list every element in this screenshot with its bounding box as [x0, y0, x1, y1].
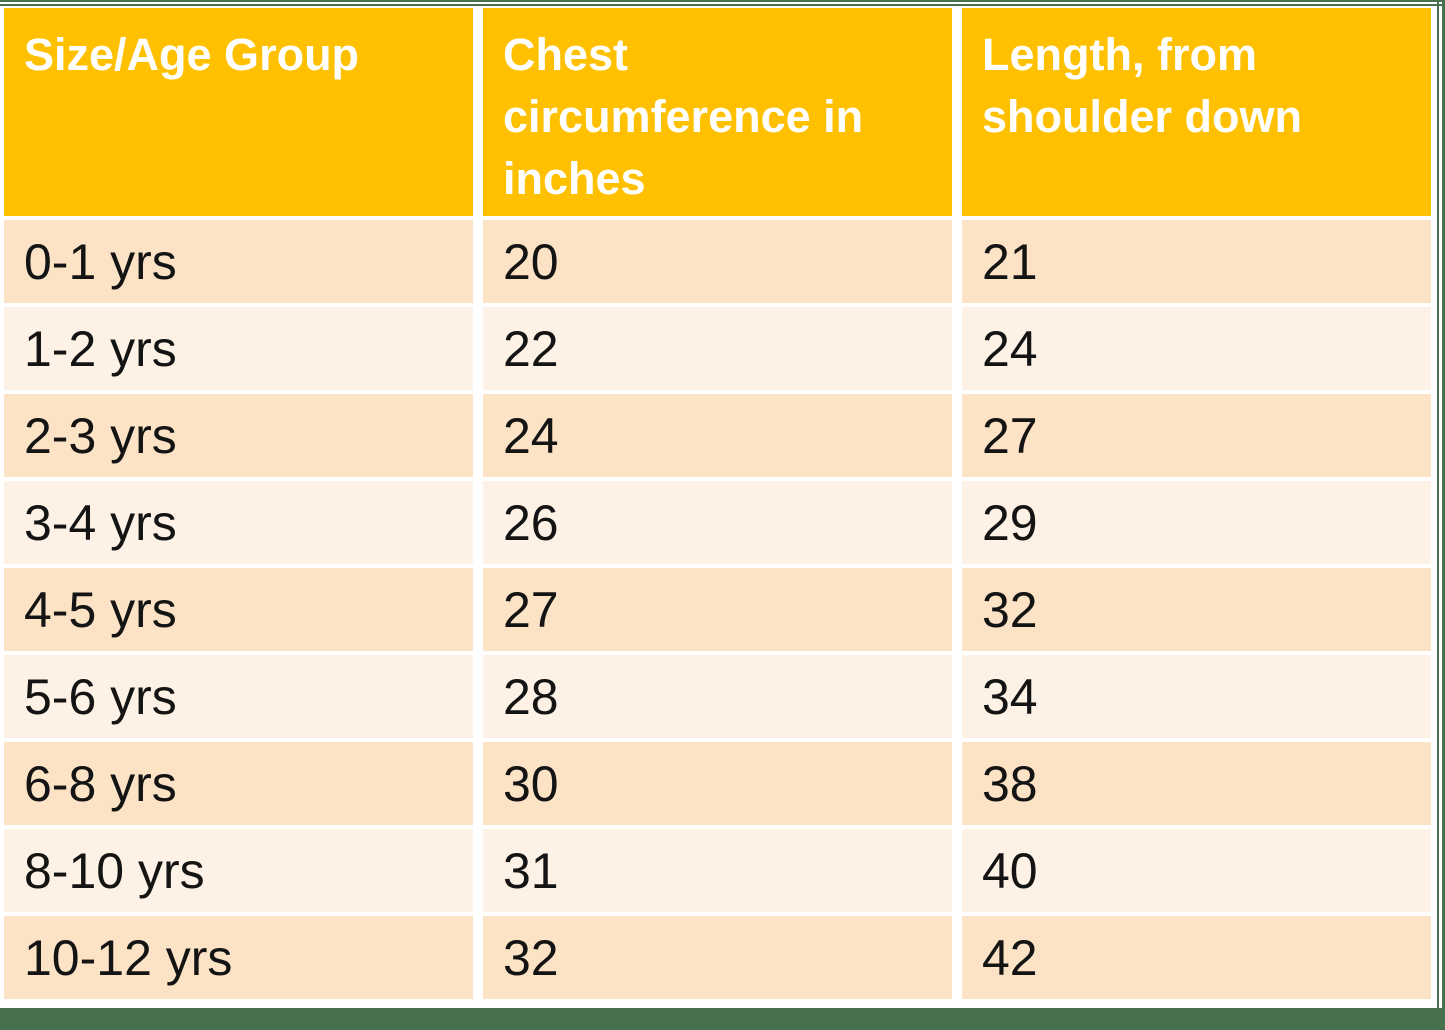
chest-circumference-cell: 32: [483, 916, 952, 999]
table-row: 6-8 yrs 30 38: [4, 742, 1431, 825]
chest-circumference-cell: 24: [483, 394, 952, 477]
length-cell: 29: [962, 481, 1431, 564]
chest-circumference-cell: 26: [483, 481, 952, 564]
age-group-cell: 3-4 yrs: [4, 481, 473, 564]
age-group-cell: 8-10 yrs: [4, 829, 473, 912]
table-row: 10-12 yrs 32 42: [4, 916, 1431, 999]
table-row: 3-4 yrs 26 29: [4, 481, 1431, 564]
length-cell: 27: [962, 394, 1431, 477]
top-border-line-outer: [0, 0, 1445, 2]
chest-circumference-cell: 30: [483, 742, 952, 825]
age-group-cell: 1-2 yrs: [4, 307, 473, 390]
chest-circumference-cell: 28: [483, 655, 952, 738]
age-group-cell: 2-3 yrs: [4, 394, 473, 477]
right-border-line-inner: [1437, 0, 1439, 1030]
top-border-line-inner: [0, 4, 1445, 6]
table-row: 2-3 yrs 24 27: [4, 394, 1431, 477]
size-chart-table: Size/Age Group Chest circumference in in…: [4, 8, 1431, 1003]
header-cell-size-age-group: Size/Age Group: [4, 8, 473, 216]
age-group-cell: 6-8 yrs: [4, 742, 473, 825]
table-row: 0-1 yrs 20 21: [4, 220, 1431, 303]
length-cell: 38: [962, 742, 1431, 825]
length-cell: 34: [962, 655, 1431, 738]
length-cell: 42: [962, 916, 1431, 999]
table-row: 4-5 yrs 27 32: [4, 568, 1431, 651]
length-cell: 24: [962, 307, 1431, 390]
age-group-cell: 5-6 yrs: [4, 655, 473, 738]
header-cell-length-from-shoulder: Length, from shoulder down: [962, 8, 1431, 216]
header-cell-chest-circumference: Chest circumference in inches: [483, 8, 952, 216]
length-cell: 40: [962, 829, 1431, 912]
age-group-cell: 4-5 yrs: [4, 568, 473, 651]
bottom-border-bar: [0, 1008, 1445, 1030]
chest-circumference-cell: 22: [483, 307, 952, 390]
chest-circumference-cell: 31: [483, 829, 952, 912]
length-cell: 21: [962, 220, 1431, 303]
length-cell: 32: [962, 568, 1431, 651]
table-row: 8-10 yrs 31 40: [4, 829, 1431, 912]
table-header-row: Size/Age Group Chest circumference in in…: [4, 8, 1431, 216]
table-body: 0-1 yrs 20 21 1-2 yrs 22 24 2-3 yrs 24 2…: [4, 220, 1431, 999]
age-group-cell: 10-12 yrs: [4, 916, 473, 999]
age-group-cell: 0-1 yrs: [4, 220, 473, 303]
chest-circumference-cell: 27: [483, 568, 952, 651]
table-row: 1-2 yrs 22 24: [4, 307, 1431, 390]
right-border-line-outer: [1442, 0, 1445, 1030]
table-row: 5-6 yrs 28 34: [4, 655, 1431, 738]
chest-circumference-cell: 20: [483, 220, 952, 303]
